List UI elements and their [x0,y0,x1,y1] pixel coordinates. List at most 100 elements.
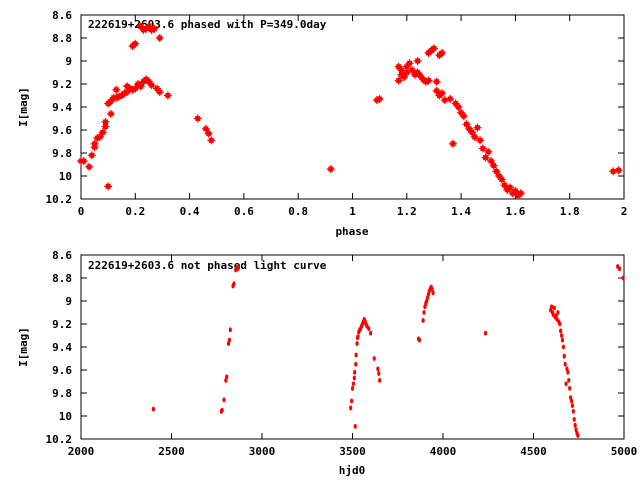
data-point [467,128,476,137]
data-point [201,124,210,133]
y-axis-label: I[mag] [17,87,30,127]
data-point [497,175,506,184]
data-point [478,144,487,153]
data-point [572,417,576,422]
data-point [356,334,360,340]
data-point [90,139,99,148]
data-point [489,161,498,170]
data-point [561,344,565,350]
data-point [454,103,463,111]
y-tick-label: 8.6 [52,9,72,22]
x-tick-label: 0.2 [125,205,145,218]
data-point [354,352,358,358]
data-point [394,76,403,85]
y-tick-label: 9.4 [52,341,72,354]
x-tick-label: 2500 [158,445,185,458]
data-point [225,374,229,380]
data-point [204,129,213,138]
data-point [417,337,422,343]
x-tick-label: 4500 [520,445,547,458]
data-point [569,398,574,404]
data-point [147,81,156,90]
data-point [422,310,426,315]
data-point [562,353,566,359]
data-point [429,44,438,53]
x-tick-label: 1.6 [505,205,525,218]
data-point [573,422,577,428]
y-tick-label: 8.8 [52,32,72,45]
data-point [550,304,554,310]
data-point [566,369,570,375]
y-tick-label: 9 [65,55,72,68]
data-point [354,361,358,367]
x-tick-label: 0.8 [288,205,308,218]
data-point [236,265,241,271]
data-point [511,186,520,195]
x-tick-label: 4000 [430,445,457,458]
data-point [350,386,355,391]
y-tick-label: 9.8 [52,147,72,160]
x-tick-label: 5000 [611,445,638,458]
data-point [438,48,447,57]
data-point [79,157,88,166]
data-point [227,337,232,343]
y-tick-label: 8.6 [52,249,72,262]
phased-light-curve-panel: 222619+2603.6 phased with P=349.0day pha… [17,9,627,238]
data-point [484,147,493,156]
x-tick-label: 1.4 [451,205,471,218]
data-point [432,86,441,95]
data-point [431,290,435,296]
y-tick-label: 9 [65,295,72,308]
x-tick-label: 3500 [339,445,366,458]
data-point [222,397,226,403]
data-point [85,162,94,171]
data-point [476,136,485,145]
y-axis-label: I[mag] [17,327,30,367]
data-point [560,337,565,343]
chart-title: 222619+2603.6 phased with P=349.0day [88,18,327,31]
data-point [155,88,164,97]
data-point [413,57,422,65]
data-point [96,132,105,141]
data-point [424,76,433,85]
data-point [564,381,568,387]
data-point [408,66,417,75]
unphased-light-curve-panel: 222619+2603.6 not phased light curve hjd… [17,249,637,477]
data-point [367,326,371,331]
data-point [377,371,381,376]
data-point [563,361,567,367]
x-tick-label: 1 [349,205,356,218]
plot-frame [80,14,625,200]
data-point [446,94,455,103]
x-tick-label: 0 [78,205,85,218]
data-point [193,114,202,123]
data-point [351,381,356,387]
data-point [349,405,353,411]
data-point [228,327,232,333]
y-tick-label: 9.2 [52,78,72,91]
data-point [421,318,425,323]
y-tick-label: 10 [59,410,72,423]
data-point [481,153,490,162]
x-tick-label: 1.2 [397,205,417,218]
y-tick-label: 10.2 [46,433,73,446]
data-point [163,91,172,100]
data-points [151,264,625,438]
data-point [492,167,501,176]
data-point [106,109,115,118]
data-point [440,96,449,105]
data-point [349,398,354,404]
data-point [326,165,335,174]
data-point [104,182,113,191]
data-point [500,181,509,190]
data-point [352,375,356,381]
data-points [77,22,623,200]
data-point [438,89,447,98]
x-tick-label: 1.8 [560,205,580,218]
data-point [470,132,479,141]
data-point [220,407,224,413]
data-point [376,366,380,372]
chart-title: 222619+2603.6 not phased light curve [88,259,327,272]
data-point [151,406,155,412]
